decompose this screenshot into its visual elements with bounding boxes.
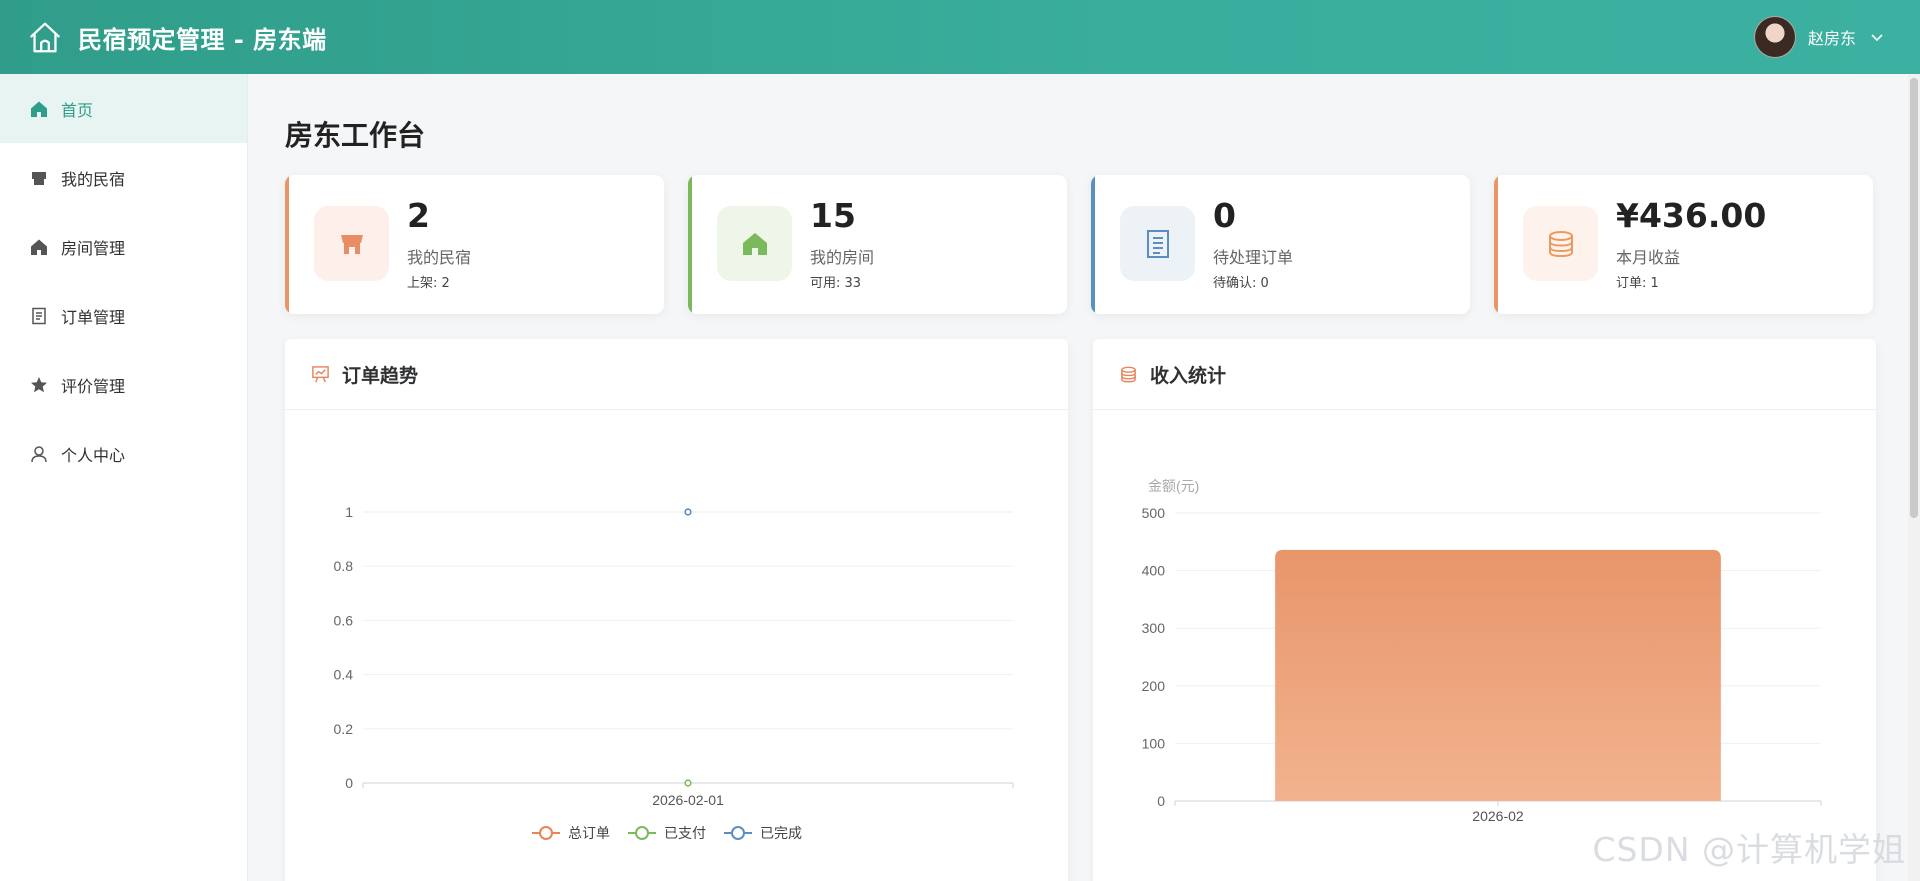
y-axis-title: 金额(元) (1148, 478, 1199, 494)
user-icon (30, 445, 48, 463)
panel-title: 收入统计 (1150, 364, 1227, 387)
shop-icon (314, 206, 389, 281)
y-tick-label: 0.2 (334, 721, 354, 737)
sidebar-item-profile[interactable]: 个人中心 (0, 419, 247, 488)
bar (1275, 549, 1721, 801)
stat-value: 2 (407, 196, 430, 235)
legend-marker (731, 826, 745, 840)
legend-item: 总订单 (532, 825, 610, 841)
stat-label: 我的民宿 (407, 248, 472, 267)
sidebar-item-rooms[interactable]: 房间管理 (0, 212, 247, 281)
y-tick-label: 0.8 (334, 558, 354, 574)
sidebar-item-home[interactable]: 首页 (0, 74, 247, 143)
legend-item: 已完成 (724, 825, 802, 841)
income-panel: 收入统计 金额(元) 0 100 200 300 400 500 2026-02 (1093, 339, 1876, 881)
sidebar-item-my-homestays[interactable]: 我的民宿 (0, 143, 247, 212)
page-scrollbar[interactable] (1908, 74, 1920, 881)
y-tick-label: 300 (1142, 620, 1166, 636)
stat-card-pending-orders[interactable]: 0 待处理订单 待确认: 0 (1091, 175, 1470, 314)
y-tick-label: 400 (1142, 563, 1166, 579)
stat-sub: 上架: 2 (407, 276, 450, 291)
home-outline-icon (29, 22, 61, 53)
stat-value: 0 (1213, 196, 1236, 235)
y-tick-label: 1 (345, 504, 353, 520)
shop-icon (30, 169, 48, 187)
main-content: 房东工作台 2 我的民宿 上架: 2 15 我的房间 可用: 33 0 待处理订… (248, 74, 1920, 881)
stat-sub: 可用: 33 (810, 276, 862, 291)
stat-label: 本月收益 (1616, 248, 1681, 267)
sidebar-item-orders[interactable]: 订单管理 (0, 281, 247, 350)
sidebar-item-label: 房间管理 (61, 238, 126, 258)
stat-card-rooms[interactable]: 15 我的房间 可用: 33 (688, 175, 1067, 314)
page-title: 房东工作台 (285, 119, 426, 152)
series-point (684, 779, 692, 787)
app-title: 民宿预定管理 - 房东端 (78, 25, 327, 54)
sidebar-item-label: 首页 (61, 100, 94, 120)
star-icon (30, 376, 48, 394)
card-accent (688, 175, 692, 314)
presentation-chart-icon (312, 365, 329, 382)
y-tick-label: 0 (1157, 793, 1165, 809)
legend-item: 已支付 (628, 825, 706, 841)
house-icon (717, 206, 792, 281)
panel-header: 订单趋势 (285, 339, 1068, 410)
stat-card-homestays[interactable]: 2 我的民宿 上架: 2 (285, 175, 664, 314)
sidebar-item-label: 我的民宿 (61, 169, 126, 189)
y-tick-label: 100 (1142, 735, 1166, 751)
panel-header: 收入统计 (1093, 339, 1876, 410)
stat-card-income[interactable]: ¥436.00 本月收益 订单: 1 (1494, 175, 1873, 314)
top-bar: 民宿预定管理 - 房东端 赵房东 (0, 0, 1920, 74)
income-bar-chart[interactable]: 金额(元) 0 100 200 300 400 500 2026-02 (1093, 410, 1876, 881)
card-accent (1494, 175, 1498, 314)
legend-label: 已支付 (664, 825, 706, 841)
y-tick-label: 0.6 (334, 612, 354, 628)
legend-label: 总订单 (568, 825, 610, 841)
panel-title: 订单趋势 (342, 364, 419, 387)
x-tick-label: 2026-02 (1472, 808, 1524, 824)
document-icon (30, 307, 48, 325)
chevron-down-icon (1871, 34, 1883, 42)
brand[interactable]: 民宿预定管理 - 房东端 (26, 18, 327, 56)
y-tick-label: 0.4 (334, 667, 354, 683)
stat-label: 我的房间 (810, 248, 875, 267)
sidebar-item-label: 个人中心 (61, 445, 126, 465)
x-tick-label: 2026-02-01 (652, 792, 724, 808)
user-menu[interactable]: 赵房东 (1753, 16, 1884, 58)
document-icon (1120, 206, 1195, 281)
sidebar-item-label: 订单管理 (61, 307, 126, 327)
stat-sub: 订单: 1 (1616, 276, 1659, 291)
coins-icon (1121, 366, 1136, 382)
y-tick-label: 200 (1142, 678, 1166, 694)
series-point (684, 508, 692, 516)
house-icon (30, 238, 48, 256)
legend-marker (635, 826, 649, 840)
stat-label: 待处理订单 (1213, 248, 1294, 267)
orders-line-chart[interactable]: 0 0.2 0.4 0.6 0.8 1 2026-02-01 总订单 已支付 已完成 (285, 410, 1068, 881)
y-tick-label: 0 (345, 775, 353, 791)
y-tick-label: 500 (1142, 505, 1166, 521)
sidebar: 首页 我的民宿 房间管理 订单管理 评价管理 个人中心 (0, 74, 248, 881)
stat-value: ¥436.00 (1616, 196, 1767, 235)
card-accent (285, 175, 289, 314)
legend-marker (539, 826, 553, 840)
stat-sub: 待确认: 0 (1213, 276, 1269, 291)
legend-label: 已完成 (760, 825, 802, 841)
sidebar-item-label: 评价管理 (61, 376, 126, 396)
scrollbar-thumb[interactable] (1910, 78, 1918, 518)
orders-trend-panel: 订单趋势 0 0.2 0.4 0.6 0.8 1 2026-02-01 总订单 已支付 已完成 (285, 339, 1068, 881)
card-accent (1091, 175, 1095, 314)
user-name: 赵房东 (1807, 29, 1856, 48)
sidebar-item-reviews[interactable]: 评价管理 (0, 350, 247, 419)
watermark: CSDN @计算机学姐 (1592, 830, 1906, 869)
avatar (1753, 16, 1796, 58)
stat-value: 15 (810, 196, 856, 235)
coins-icon (1523, 206, 1598, 281)
home-icon (30, 100, 48, 118)
